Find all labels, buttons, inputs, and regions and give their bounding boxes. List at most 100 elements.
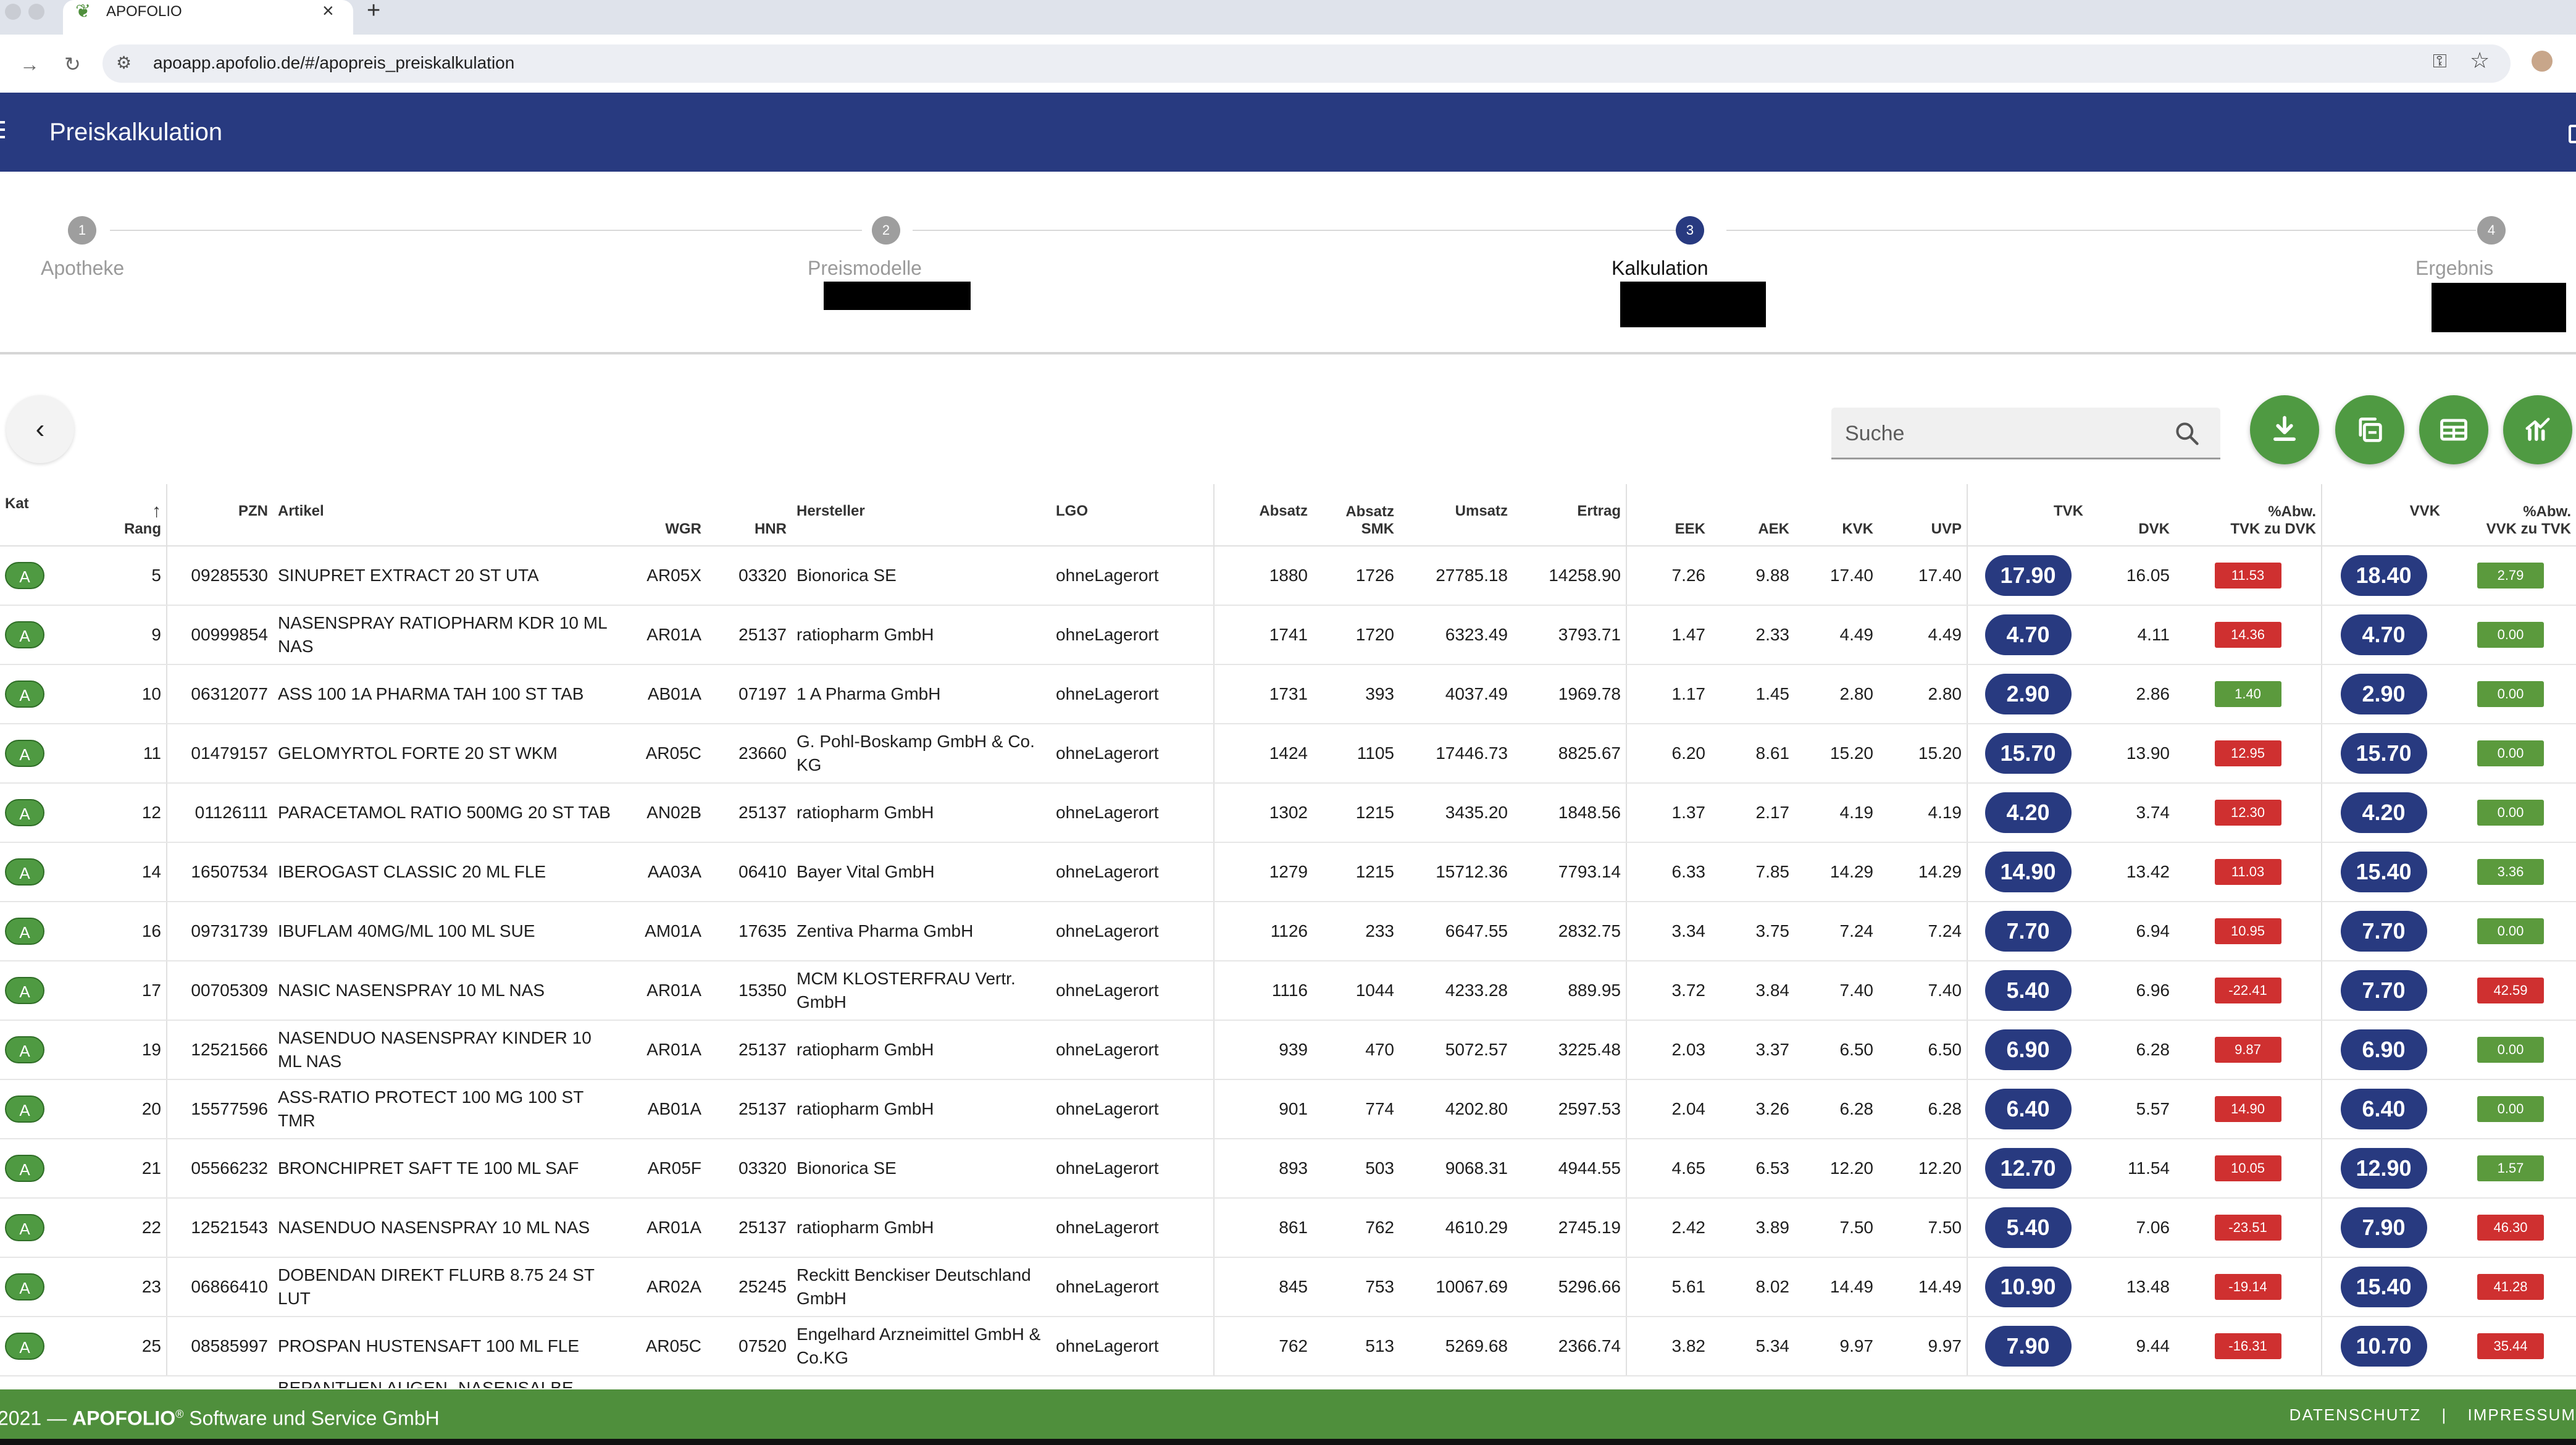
cell-tvk[interactable]: 2.90 [1967, 664, 2088, 724]
step-1-label[interactable]: Apotheke [41, 257, 125, 279]
tvk-price-pill[interactable]: 5.40 [1984, 1207, 2072, 1248]
download-button[interactable] [2250, 395, 2319, 464]
step-3-circle[interactable]: 3 [1676, 216, 1704, 245]
chart-button[interactable] [2503, 395, 2572, 464]
tab-close-icon[interactable]: × [322, 0, 334, 22]
tvk-price-pill[interactable]: 7.70 [1984, 911, 2072, 952]
tvk-price-pill[interactable]: 5.40 [1984, 970, 2072, 1011]
cell-tvk[interactable]: 6.90 [1967, 1020, 2088, 1080]
cell-tvk[interactable]: 7.70 [1967, 902, 2088, 961]
col-tvk[interactable]: TVK [1967, 484, 2088, 547]
vvk-price-pill[interactable]: 10.70 [2340, 1326, 2427, 1367]
table-row[interactable]: A 22 12521543 NASENDUO NASENSPRAY 10 ML NAS… [0, 1198, 2576, 1258]
tvk-price-pill[interactable]: 6.40 [1984, 1089, 2072, 1129]
tvk-price-pill[interactable]: 4.70 [1984, 614, 2072, 655]
cell-tvk[interactable]: 6.40 [1967, 1079, 2088, 1139]
cell-vvk[interactable]: 4.70 [2322, 605, 2445, 665]
forward-icon[interactable]: → [20, 53, 40, 75]
col-umsatz[interactable]: Umsatz [1399, 484, 1513, 547]
address-bar[interactable] [102, 44, 2511, 83]
table-row-partial[interactable]: BEPANTHEN AUGEN- NASENSALBE [0, 1376, 2576, 1388]
price-table-container[interactable]: Kat ↑ Rang PZN Artikel WGR HNR Herstelle… [0, 484, 2576, 1388]
table-row[interactable]: A 23 06866410 DOBENDAN DIREKT FLURB 8.75 24… [0, 1257, 2576, 1317]
step-2-circle[interactable]: 2 [872, 216, 900, 245]
col-abw-tvk-dvk[interactable]: %Abw. TVK zu DVK [2175, 484, 2322, 547]
tvk-price-pill[interactable]: 14.90 [1984, 852, 2072, 892]
tvk-price-pill[interactable]: 12.70 [1984, 1148, 2072, 1189]
cell-vvk[interactable]: 4.20 [2322, 783, 2445, 843]
step-3-label[interactable]: Kalkulation [1612, 257, 1708, 279]
step-2-label[interactable]: Preismodelle [808, 257, 922, 279]
cell-vvk[interactable]: 2.90 [2322, 664, 2445, 724]
cell-vvk[interactable]: 7.90 [2322, 1198, 2445, 1258]
vvk-price-pill[interactable]: 15.40 [2340, 1267, 2427, 1307]
vvk-price-pill[interactable]: 6.90 [2340, 1029, 2427, 1070]
vvk-price-pill[interactable]: 7.70 [2340, 911, 2427, 952]
bookmark-star-icon[interactable]: ☆ [2470, 48, 2490, 73]
vvk-price-pill[interactable]: 6.40 [2340, 1089, 2427, 1129]
step-4-circle[interactable]: 4 [2477, 216, 2506, 245]
step-4-label[interactable]: Ergebnis [2415, 257, 2494, 279]
col-hersteller[interactable]: Hersteller [792, 484, 1051, 547]
copy-button[interactable] [2335, 395, 2404, 464]
tvk-price-pill[interactable]: 17.90 [1984, 555, 2072, 596]
site-settings-icon[interactable]: ⚙ [116, 53, 132, 72]
col-aek[interactable]: AEK [1710, 484, 1794, 547]
cell-vvk[interactable]: 6.90 [2322, 1020, 2445, 1080]
vvk-price-pill[interactable]: 4.70 [2340, 614, 2427, 655]
tvk-price-pill[interactable]: 10.90 [1984, 1267, 2072, 1307]
col-eek[interactable]: EEK [1626, 484, 1710, 547]
profile-avatar[interactable] [2532, 51, 2553, 72]
vvk-price-pill[interactable]: 2.90 [2340, 674, 2427, 714]
search-input[interactable] [1845, 416, 2166, 451]
cell-tvk[interactable]: 7.90 [1967, 1317, 2088, 1376]
col-vvk[interactable]: VVK [2322, 484, 2445, 547]
cell-vvk[interactable]: 18.40 [2322, 546, 2445, 606]
cell-vvk[interactable]: 6.40 [2322, 1079, 2445, 1139]
vvk-price-pill[interactable]: 12.90 [2340, 1148, 2427, 1189]
vvk-price-pill[interactable]: 4.20 [2340, 792, 2427, 833]
table-row[interactable]: A 5 09285530 SINUPRET EXTRACT 20 ST UTA AR05… [0, 546, 2576, 606]
back-button[interactable]: ‹ [6, 395, 74, 463]
sort-asc-icon[interactable]: ↑ [152, 501, 161, 521]
datenschutz-link[interactable]: DATENSCHUTZ [2289, 1405, 2422, 1424]
step-1-circle[interactable]: 1 [68, 216, 96, 245]
table-row[interactable]: A 10 06312077 ASS 100 1A PHARMA TAH 100 ST … [0, 664, 2576, 724]
cell-vvk[interactable]: 12.90 [2322, 1139, 2445, 1199]
menu-icon[interactable] [0, 121, 7, 140]
url-text[interactable]: apoapp.apofolio.de/#/apopreis_preiskalku… [153, 53, 515, 72]
browser-tab[interactable]: ❦ APOFOLIO × [63, 0, 353, 35]
table-row[interactable]: A 19 12521566 NASENDUO NASENSPRAY KINDER 10… [0, 1020, 2576, 1080]
window-controls[interactable] [5, 4, 52, 23]
cell-vvk[interactable]: 15.40 [2322, 1257, 2445, 1317]
table-row[interactable]: A 12 01126111 PARACETAMOL RATIO 500MG 20 ST… [0, 783, 2576, 843]
tvk-price-pill[interactable]: 6.90 [1984, 1029, 2072, 1070]
cell-tvk[interactable]: 4.70 [1967, 605, 2088, 665]
cell-tvk[interactable]: 17.90 [1967, 546, 2088, 606]
cell-tvk[interactable]: 12.70 [1967, 1139, 2088, 1199]
cell-tvk[interactable]: 4.20 [1967, 783, 2088, 843]
col-hnr[interactable]: HNR [706, 484, 792, 547]
table-button[interactable] [2419, 395, 2488, 464]
password-key-icon[interactable]: ⚿ [2433, 51, 2447, 72]
table-row[interactable]: A 21 05566232 BRONCHIPRET SAFT TE 100 ML SA… [0, 1139, 2576, 1199]
cell-tvk[interactable]: 5.40 [1967, 961, 2088, 1021]
tvk-price-pill[interactable]: 15.70 [1984, 733, 2072, 774]
new-tab-icon[interactable]: + [367, 0, 381, 23]
cell-tvk[interactable]: 5.40 [1967, 1198, 2088, 1258]
col-ertrag[interactable]: Ertrag [1513, 484, 1627, 547]
cell-vvk[interactable]: 15.70 [2322, 724, 2445, 784]
table-row[interactable]: A 20 15577596 ASS-RATIO PROTECT 100 MG 100 … [0, 1079, 2576, 1139]
col-uvp[interactable]: UVP [1878, 484, 1968, 547]
col-abw-vvk-tvk[interactable]: %Abw. VVK zu TVK [2445, 484, 2576, 547]
col-absatz[interactable]: Absatz [1214, 484, 1313, 547]
col-pzn[interactable]: PZN [167, 484, 273, 547]
cell-tvk[interactable]: 10.90 [1967, 1257, 2088, 1317]
impressum-link[interactable]: IMPRESSUM [2467, 1405, 2576, 1424]
col-kat[interactable]: Kat [0, 484, 74, 547]
vvk-price-pill[interactable]: 15.40 [2340, 852, 2427, 892]
cell-vvk[interactable]: 7.70 [2322, 961, 2445, 1021]
col-dvk[interactable]: DVK [2088, 484, 2175, 547]
search-field[interactable] [1831, 408, 2220, 459]
vvk-price-pill[interactable]: 18.40 [2340, 555, 2427, 596]
